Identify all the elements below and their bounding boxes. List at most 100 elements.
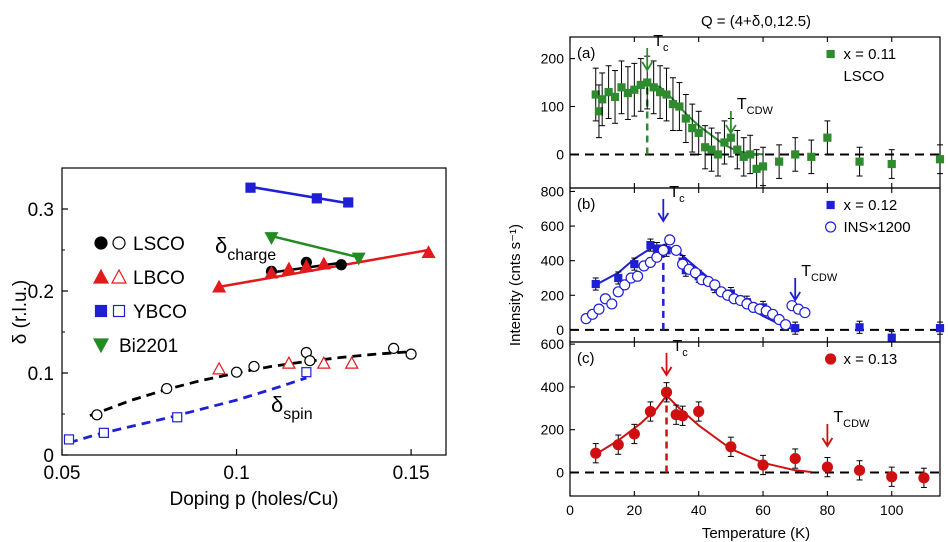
data-point xyxy=(689,267,702,279)
data-point xyxy=(644,405,657,418)
charge-point-LBCO xyxy=(281,261,296,275)
data-point xyxy=(643,78,652,87)
data-point xyxy=(681,114,690,123)
x-tick-label: 0.15 xyxy=(393,463,430,484)
data-point xyxy=(670,244,682,256)
charge-point-YBCO xyxy=(245,182,256,193)
data-point xyxy=(918,472,930,484)
legend-marker xyxy=(826,200,835,210)
x-tick-label: 60 xyxy=(755,502,771,518)
legend-label: x = 0.11 xyxy=(843,46,896,63)
data-point xyxy=(657,244,669,256)
spin-point-LBCO xyxy=(281,355,296,369)
legend-label: LBCO xyxy=(133,268,185,289)
tc-label: Tc xyxy=(669,184,685,205)
legend-marker-filled xyxy=(92,268,110,284)
data-point xyxy=(775,157,784,166)
panel-frame xyxy=(569,341,941,497)
y-tick-label: 0.3 xyxy=(28,200,54,221)
data-point xyxy=(746,150,755,159)
data-point xyxy=(726,133,735,142)
data-point xyxy=(855,157,864,166)
legend-marker-filled xyxy=(94,236,108,250)
data-point xyxy=(733,145,742,154)
spin-point-YBCO xyxy=(301,367,312,378)
charge-point-Bi2201 xyxy=(264,232,279,245)
data-point xyxy=(591,279,600,289)
data-point xyxy=(594,107,604,116)
spin-point-YBCO xyxy=(63,434,75,445)
data-point xyxy=(791,150,800,159)
legend-label: YBCO xyxy=(133,302,187,323)
tc-arrowhead xyxy=(641,61,653,72)
legend-label: INS×1200 xyxy=(843,219,910,236)
y-tick-label: 400 xyxy=(541,253,565,269)
y-tick-label: 0 xyxy=(556,146,564,162)
panel-label: (c) xyxy=(577,350,595,367)
data-point xyxy=(807,152,816,161)
legend-marker-open xyxy=(112,236,126,250)
charge-fit-Bi2201 xyxy=(271,234,363,260)
spin-point-LSCO xyxy=(161,382,173,395)
charge-point-LBCO xyxy=(421,245,436,259)
spin-point-LBCO xyxy=(316,355,331,369)
data-point xyxy=(630,260,639,269)
spin-point-LSCO xyxy=(91,409,103,421)
panel-b: 0 200 400 600 800 (b) x = 0.12 INS×1200 Tc TCDW xyxy=(541,183,945,343)
data-point xyxy=(707,145,716,154)
spin-point-LSCO xyxy=(248,360,260,373)
legend-label: LSCO xyxy=(843,68,884,85)
data-point xyxy=(725,441,737,453)
y-tick-label: 600 xyxy=(541,218,565,234)
charge-point-YBCO xyxy=(343,197,354,208)
data-point xyxy=(593,303,605,315)
spin-point-YBCO xyxy=(98,427,109,438)
x-tick-label: 0 xyxy=(566,502,574,518)
data-point xyxy=(779,319,792,331)
data-point xyxy=(853,464,866,476)
charge-point-LBCO xyxy=(299,259,314,272)
left-legend: LSCO LBCO YBCO Bi2201 xyxy=(92,234,187,357)
legend-marker-filled xyxy=(92,338,110,354)
charge-point-Bi2201 xyxy=(351,252,366,266)
y-tick-label: 0 xyxy=(556,464,564,480)
data-point xyxy=(758,162,768,171)
charge-point-LSCO xyxy=(335,259,347,271)
data-point xyxy=(713,150,723,159)
charge-point-YBCO xyxy=(311,193,322,204)
right-xlabel: Temperature (K) xyxy=(702,525,810,542)
data-point xyxy=(677,410,689,422)
panel-a: 0 100 200 (a) x = 0.11 LSCO Tc TCDW xyxy=(541,33,945,189)
x-tick-label: 100 xyxy=(880,502,904,518)
data-point xyxy=(631,270,644,282)
spin-point-LSCO xyxy=(230,366,243,378)
left-xlabel: Doping p (holes/Cu) xyxy=(170,489,339,510)
left-plot-frame xyxy=(61,167,447,456)
legend-marker-filled xyxy=(94,304,108,318)
data-point xyxy=(694,128,703,137)
y-tick-label: 200 xyxy=(541,51,565,67)
data-point xyxy=(617,83,626,92)
y-tick-label: 0 xyxy=(43,446,54,467)
data-point xyxy=(720,138,729,147)
data-point xyxy=(619,279,631,291)
data-point xyxy=(628,428,640,440)
tcdw-label: TCDW xyxy=(737,96,774,117)
y-tick-label: 800 xyxy=(541,183,565,199)
data-point xyxy=(789,452,801,465)
y-tick-label: 200 xyxy=(541,287,565,303)
tc-label: Tc xyxy=(673,338,689,359)
data-point xyxy=(612,286,624,298)
data-point xyxy=(887,159,896,169)
data-point xyxy=(791,324,800,333)
y-tick-label: 400 xyxy=(541,379,565,395)
spin-point-YBCO xyxy=(172,412,183,423)
legend-label: x = 0.13 xyxy=(843,351,897,368)
legend-marker xyxy=(826,49,835,59)
data-point xyxy=(935,324,945,333)
fit-curve xyxy=(595,393,812,473)
data-point xyxy=(612,439,624,451)
data-point xyxy=(651,251,663,263)
spin-annotation: δspin xyxy=(271,392,313,423)
